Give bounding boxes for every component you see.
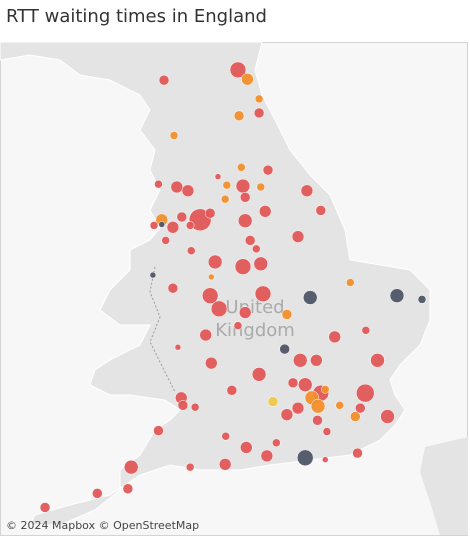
- point: [321, 385, 330, 394]
- point: [335, 401, 344, 410]
- point: [300, 184, 314, 197]
- point: [310, 398, 326, 414]
- point: [201, 287, 219, 304]
- point: [149, 271, 157, 279]
- point: [267, 396, 279, 407]
- point: [322, 427, 332, 436]
- point: [239, 192, 251, 203]
- point: [205, 356, 218, 370]
- point: [174, 343, 182, 351]
- point: [287, 377, 299, 389]
- point: [221, 431, 230, 441]
- point: [237, 213, 253, 228]
- point: [204, 207, 216, 219]
- point: [260, 449, 274, 463]
- point: [166, 221, 180, 234]
- point: [208, 273, 215, 281]
- point: [253, 256, 269, 272]
- point: [218, 458, 232, 471]
- point: [181, 184, 195, 197]
- point: [233, 321, 243, 330]
- point: [210, 300, 228, 318]
- point: [417, 295, 427, 304]
- point: [149, 221, 159, 230]
- point: [237, 163, 246, 172]
- point: [220, 194, 230, 204]
- point: [328, 330, 341, 344]
- border: [149, 266, 176, 393]
- point: [167, 282, 179, 294]
- region-label: Kingdom: [215, 320, 295, 341]
- point: [256, 182, 266, 192]
- point: [322, 456, 329, 463]
- point: [185, 462, 195, 472]
- point: [254, 285, 272, 303]
- point: [279, 343, 290, 355]
- point: [161, 236, 170, 245]
- point: [39, 502, 51, 513]
- point: [291, 401, 305, 415]
- point: [238, 306, 252, 319]
- point: [297, 377, 313, 392]
- point: [229, 61, 247, 79]
- point: [235, 178, 251, 194]
- title: RTT waiting times in England: [6, 6, 267, 27]
- point: [315, 205, 327, 216]
- point: [302, 290, 318, 305]
- point: [356, 383, 375, 403]
- point: [158, 74, 170, 86]
- point: [226, 385, 238, 396]
- point: [352, 447, 363, 459]
- land: [420, 437, 468, 535]
- points: [39, 61, 427, 513]
- point: [176, 211, 188, 223]
- region-label: United: [225, 297, 284, 318]
- point: [258, 205, 272, 218]
- point: [222, 180, 232, 190]
- point: [252, 244, 261, 254]
- point: [185, 221, 195, 230]
- point: [190, 402, 200, 412]
- point: [281, 309, 293, 320]
- point: [296, 449, 314, 467]
- point: [272, 438, 281, 448]
- point: [361, 326, 371, 335]
- point: [291, 230, 305, 243]
- point: [262, 164, 274, 176]
- point: [234, 258, 252, 275]
- point: [187, 246, 196, 255]
- point: [292, 353, 308, 368]
- point: [153, 425, 164, 436]
- point: [346, 278, 355, 287]
- point: [244, 235, 256, 246]
- point: [199, 328, 212, 342]
- point: [170, 180, 184, 194]
- point: [370, 353, 385, 368]
- attribution: © 2024 Mapbox © OpenStreetMap: [6, 519, 199, 532]
- point: [122, 483, 134, 494]
- point: [254, 94, 264, 104]
- point: [355, 402, 366, 414]
- point: [177, 400, 189, 411]
- point: [380, 409, 395, 424]
- point: [123, 459, 139, 475]
- point: [310, 354, 323, 367]
- point: [214, 173, 222, 180]
- point: [251, 367, 267, 382]
- point: [253, 107, 265, 119]
- point: [158, 221, 166, 228]
- point: [169, 131, 179, 140]
- point: [154, 179, 163, 189]
- point: [241, 72, 254, 86]
- map: United Kingdom © 2024 Mapbox © OpenStree…: [0, 42, 468, 536]
- point: [240, 441, 253, 454]
- point: [350, 411, 361, 422]
- point: [233, 110, 245, 122]
- point: [312, 415, 323, 426]
- point: [207, 254, 223, 270]
- point: [389, 288, 405, 303]
- point: [280, 408, 294, 421]
- point: [92, 488, 103, 499]
